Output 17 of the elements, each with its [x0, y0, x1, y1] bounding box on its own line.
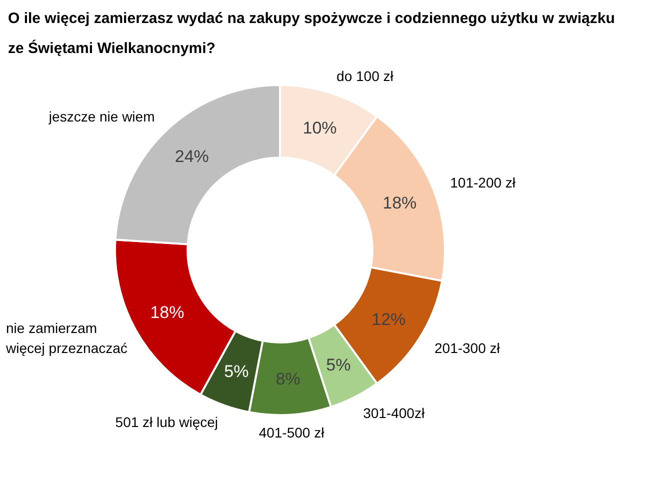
- data-label: 5%: [326, 356, 351, 375]
- slice-label: jeszcze nie wiem: [48, 108, 155, 124]
- slice-label: 201-300 zł: [434, 340, 501, 356]
- slice-label: 501 zł lub więcej: [115, 414, 218, 430]
- slice-label: 101-200 zł: [450, 174, 516, 191]
- slice-label: nie zamierzam więcej przeznaczać: [5, 320, 128, 356]
- slice-label: 401-500 zł: [258, 424, 326, 441]
- slice-label: 301-400zł: [363, 404, 426, 421]
- data-label: 10%: [302, 118, 337, 138]
- data-label: 5%: [224, 362, 249, 382]
- data-label: 12%: [372, 310, 406, 329]
- data-label: 18%: [150, 302, 184, 322]
- chart-title: O ile więcej zamierzasz wydać na zakupy spożywcze i codziennego użytku w związku ze Świętami Wielkanocnymi?: [8, 10, 615, 57]
- data-label: 18%: [382, 194, 417, 213]
- data-label: 24%: [174, 147, 209, 166]
- slice-label: do 100 zł: [336, 68, 394, 84]
- data-label: 8%: [276, 369, 300, 388]
